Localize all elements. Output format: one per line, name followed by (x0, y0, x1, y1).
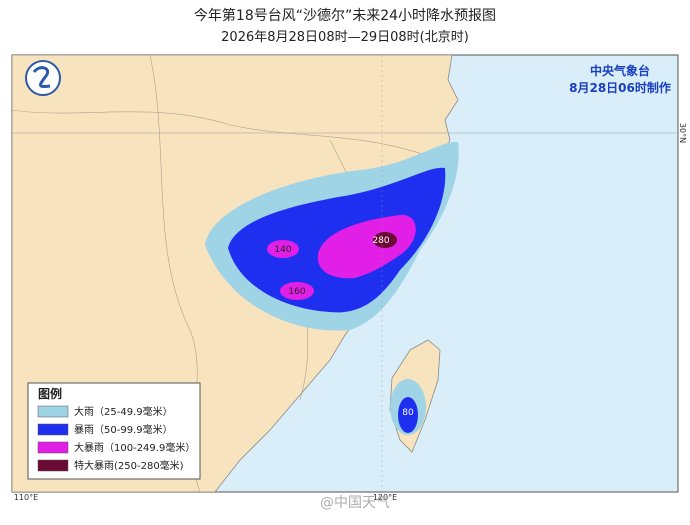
subtitle: 2026年8月28日08时—29日08时(北京时) (221, 30, 469, 45)
lon-label: 120°E (373, 493, 397, 502)
rain-zone (373, 232, 397, 248)
legend-label: 大雨（25-49.9毫米） (74, 405, 173, 418)
rain-zone (317, 214, 416, 279)
legend-swatch (37, 405, 69, 418)
legend: 图例 大雨（25-49.9毫米） 暴雨（50-99.9毫米） 大暴雨（100-249… (27, 382, 201, 480)
rain-zone (398, 397, 418, 433)
legend-label: 暴雨（50-99.9毫米） (74, 423, 173, 436)
agency: 中央气象台 (590, 63, 650, 78)
rain-zone (267, 240, 299, 258)
contour-label: 160 (288, 287, 305, 297)
watermark: @中国天气 (320, 495, 390, 511)
issue-time: 8月28日06时制作 (569, 80, 671, 95)
contour-label: 280 (372, 236, 389, 246)
contour-label: 140 (274, 245, 291, 255)
legend-title: 图例 (38, 386, 62, 401)
title: 今年第18号台风“沙德尔”未来24小时降水预报图 (194, 7, 496, 24)
logo-mark (32, 66, 51, 88)
lat-label: 30°N (678, 123, 687, 143)
contour-label: 80 (402, 408, 414, 418)
legend-label: 特大暴雨(250-280毫米) (74, 459, 184, 472)
lon-label: 110°E (14, 493, 38, 502)
legend-label: 大暴雨（100-249.9毫米） (74, 441, 195, 454)
rain-zone (280, 282, 314, 300)
legend-swatch (37, 441, 69, 454)
legend-swatch (37, 423, 69, 436)
legend-swatch (37, 459, 69, 472)
